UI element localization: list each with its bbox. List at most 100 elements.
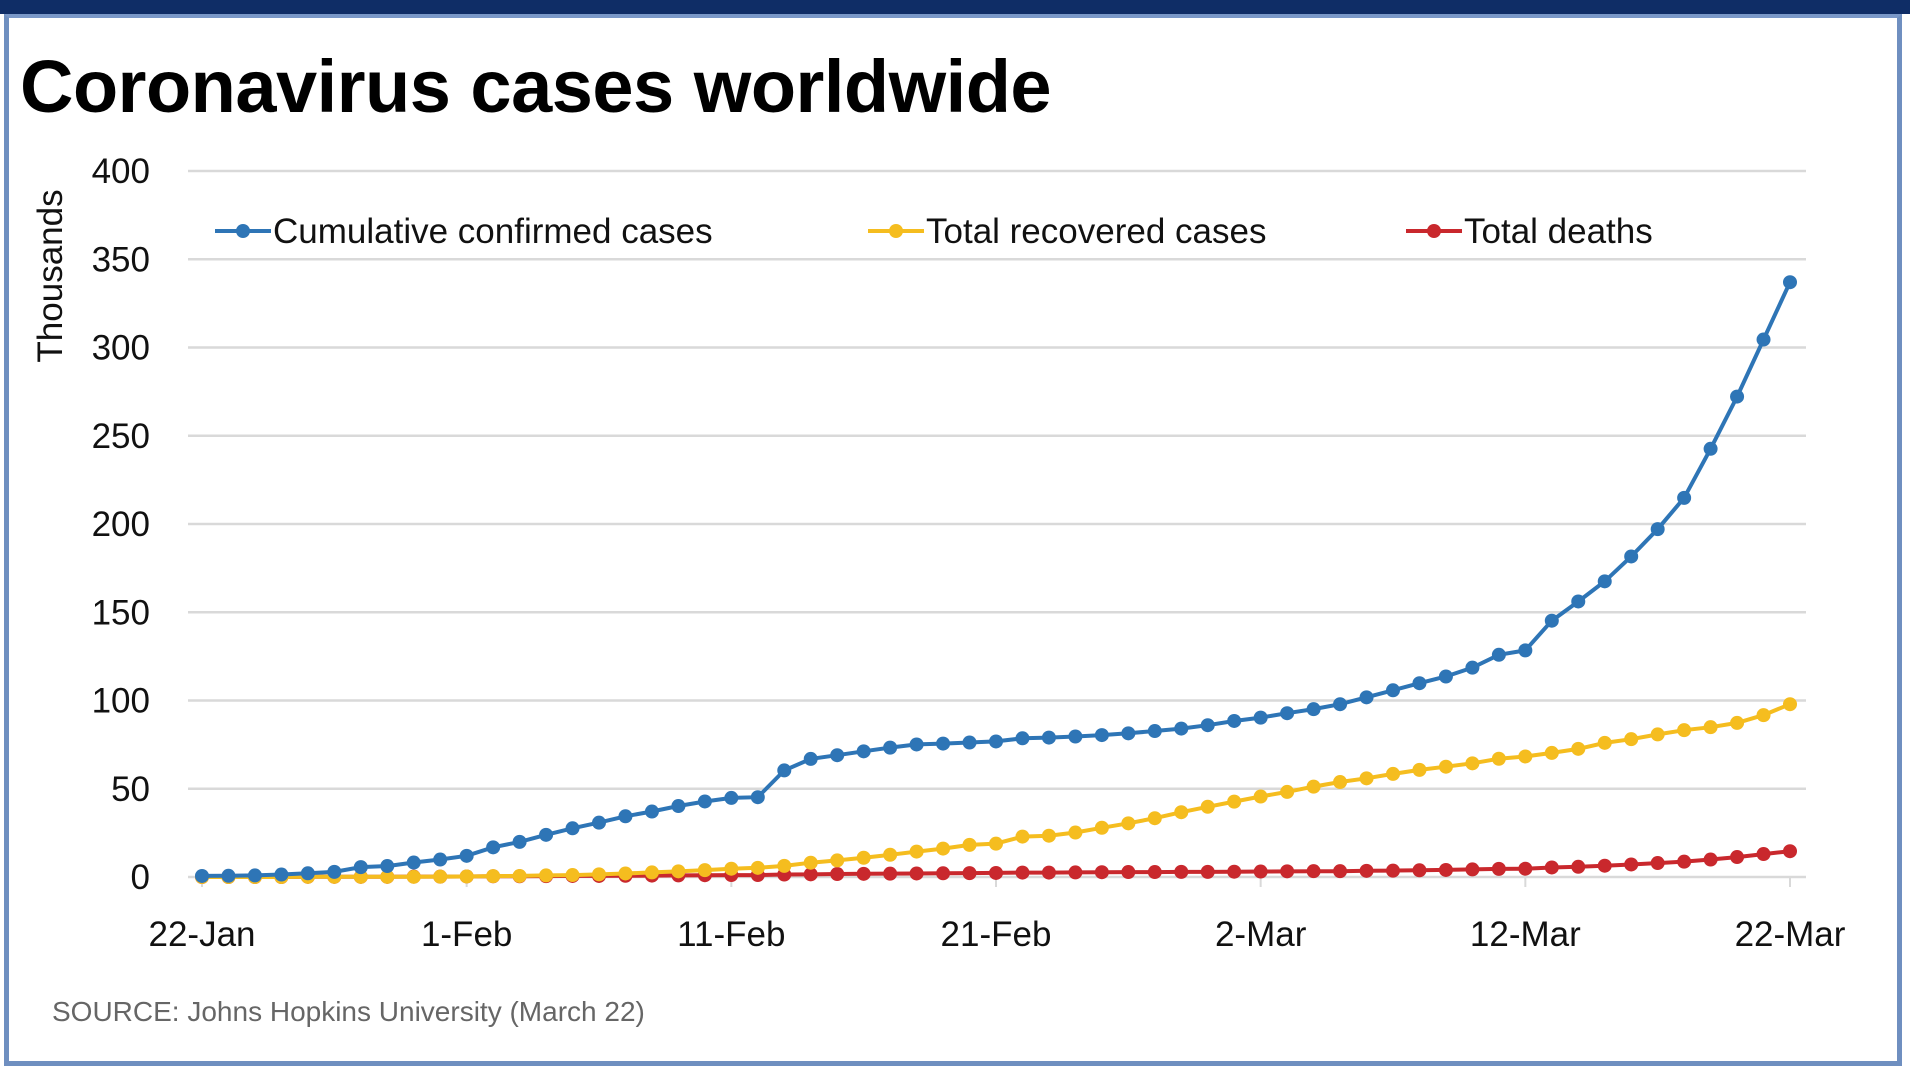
data-point: [592, 815, 606, 830]
data-point: [856, 866, 871, 881]
data-point: [1518, 861, 1533, 876]
x-tick-label: 11-Feb: [677, 915, 785, 954]
data-point: [803, 855, 818, 870]
data-point: [803, 751, 818, 766]
data-point: [909, 866, 924, 881]
data-point: [1253, 864, 1268, 879]
legend: Cumulative confirmed cases Total recovere…: [215, 212, 1653, 251]
data-point: [1121, 816, 1136, 831]
chart-frame: [4, 14, 1902, 1066]
data-point: [353, 869, 368, 884]
data-point: [433, 869, 448, 884]
legend-label: Total deaths: [1464, 212, 1653, 251]
y-tick-label: 150: [92, 593, 150, 632]
data-point: [750, 790, 765, 805]
data-point: [1624, 857, 1639, 872]
data-point: [1147, 865, 1162, 880]
data-point: [1412, 676, 1427, 691]
data-point: [1253, 710, 1268, 725]
series-line: [202, 702, 1791, 879]
data-point: [380, 859, 395, 874]
x-tick-label: 22-Mar: [1735, 915, 1846, 954]
data-point: [1597, 574, 1612, 589]
data-point: [1571, 859, 1586, 874]
y-axis-ticks: 0 50 100 150 200 250 300 350 400: [92, 152, 150, 897]
data-point: [883, 847, 898, 862]
data-point: [989, 836, 1003, 851]
data-point: [830, 748, 845, 763]
data-point: [724, 790, 739, 805]
data-point: [1174, 805, 1189, 820]
data-point: [1041, 865, 1056, 880]
y-tick-label: 400: [92, 152, 150, 191]
data-point: [1333, 697, 1348, 712]
data-point: [1783, 697, 1797, 712]
y-tick-label: 0: [131, 858, 150, 897]
y-tick-label: 350: [92, 240, 150, 279]
data-point: [1094, 820, 1109, 835]
data-point: [777, 858, 792, 873]
data-point: [697, 794, 712, 809]
data-point: [1200, 718, 1215, 733]
data-point: [1544, 745, 1559, 760]
source-note: SOURCE: Johns Hopkins University (March …: [52, 996, 645, 1027]
legend-label: Cumulative confirmed cases: [273, 212, 713, 251]
data-point: [1174, 864, 1189, 879]
y-tick-label: 50: [111, 770, 150, 809]
data-point: [1703, 441, 1718, 456]
legend-item: Total recovered cases: [868, 212, 1266, 251]
data-point: [883, 740, 898, 755]
data-point: [830, 853, 845, 868]
data-point: [1200, 864, 1215, 879]
chart-title: Coronavirus cases worldwide: [20, 45, 1052, 128]
y-axis-label: Thousands: [31, 189, 70, 362]
data-point: [724, 861, 739, 876]
data-point: [1650, 522, 1665, 537]
data-point: [1624, 549, 1639, 564]
top-banner-bar: [0, 0, 1910, 14]
data-point: [539, 868, 554, 883]
data-point: [486, 869, 501, 884]
data-point: [1068, 865, 1083, 880]
data-point: [962, 837, 977, 852]
legend-dot-marker-icon: [889, 224, 903, 238]
data-point: [1756, 708, 1771, 723]
data-point: [1121, 865, 1136, 880]
x-axis-ticks: 22-Jan 1-Feb 11-Feb 21-Feb 2-Mar 12-Mar 22-Mar: [148, 877, 1846, 954]
data-point: [962, 735, 977, 750]
data-point: [936, 866, 951, 881]
data-point: [539, 827, 554, 842]
data-point: [512, 868, 527, 883]
data-point: [1386, 863, 1400, 878]
data-point: [989, 865, 1003, 880]
data-point: [592, 867, 606, 882]
data-point: [459, 848, 474, 863]
data-point: [195, 868, 209, 883]
data-point: [1200, 799, 1215, 814]
data-point: [1253, 789, 1268, 804]
data-point: [274, 867, 289, 882]
data-point: [671, 864, 686, 879]
data-point: [1465, 660, 1480, 675]
data-point: [1227, 794, 1242, 809]
data-point: [1015, 829, 1030, 844]
data-point: [1465, 862, 1480, 877]
data-point: [777, 763, 792, 778]
data-point: [1333, 864, 1348, 879]
data-point: [1015, 865, 1030, 880]
series-cumulative-confirmed-cases: [195, 275, 1797, 883]
data-point: [1783, 844, 1797, 859]
data-point: [1756, 332, 1771, 347]
data-point: [1227, 864, 1242, 879]
data-point: [1571, 741, 1586, 756]
data-point: [1677, 723, 1692, 738]
data-point: [1730, 389, 1745, 404]
data-point: [1386, 766, 1400, 781]
data-point: [1412, 762, 1427, 777]
data-point: [406, 869, 421, 884]
data-point: [1677, 854, 1692, 869]
data-point: [459, 869, 474, 884]
data-point: [353, 860, 368, 875]
data-point: [565, 821, 580, 836]
data-point: [1703, 852, 1718, 867]
